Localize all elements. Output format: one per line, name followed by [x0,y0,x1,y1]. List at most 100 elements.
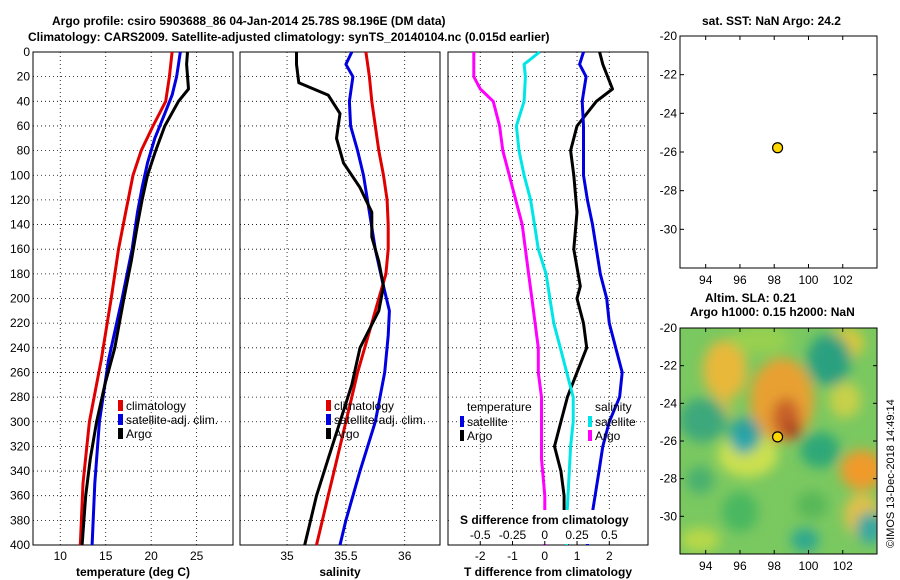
series-line-climatology [78,51,174,546]
y-tick-label: 380 [10,513,30,527]
x2-tick-label: 0.5 [601,528,618,542]
series-line-argo [80,51,190,546]
sla-anomaly-blob [686,466,714,494]
legend-salinity-title: salinity [595,400,632,414]
map-y-tick-label: -24 [660,106,678,120]
y-tick-label: 100 [10,168,30,182]
argo-float-marker [771,142,784,154]
map-x-tick-label: 98 [768,273,782,287]
x-tick-label: 25 [190,549,204,563]
y-tick-label: 40 [17,94,31,108]
sla-anomaly-blob [680,528,720,552]
sla-anomaly-blob [680,398,727,442]
x-tick-label: 35 [280,549,294,563]
map-y-tick-label: -28 [660,472,678,486]
legend-temperature-title: temperature [467,400,532,414]
y-tick-label: 0 [23,45,30,59]
y-tick-label: 300 [10,415,30,429]
y-tick-label: 140 [10,218,30,232]
sla-blobs [680,328,877,552]
map-x-tick-label: 94 [699,273,713,287]
x-tick-label: 20 [145,549,159,563]
map-y-tick-label: -22 [660,68,678,82]
legend-swatch [460,416,464,427]
sla-anomaly-blob [807,334,851,386]
map-x-tick-label: 100 [798,273,818,287]
y-tick-label: 360 [10,489,30,503]
sdiff-xlabel: S difference from climatology [460,513,629,527]
x-tick-label: 2 [606,549,613,563]
sla-anomaly-blob [785,420,801,440]
map-x-tick-label: 100 [798,559,818,573]
sla-anomaly-blob [800,432,840,468]
legend-label: climatology [126,399,186,413]
legend-swatch [326,400,331,411]
y-tick-label: 20 [17,70,31,84]
map-y-tick-label: -22 [660,359,678,373]
map-y-tick-label: -30 [660,509,678,523]
legend-swatch [118,400,123,411]
map-y-tick-label: -26 [660,145,678,159]
sla-anomaly-blob [856,512,877,544]
x-tick-label: 36 [398,549,412,563]
x-tick-label: -2 [475,549,486,563]
map-y-tick-label: -24 [660,396,678,410]
y-tick-label: 220 [10,316,30,330]
legend-label: Argo [595,429,621,443]
map-x-tick-label: 94 [699,559,713,573]
map-x-tick-label: 102 [833,273,853,287]
map-x-tick-label: 96 [733,559,747,573]
legend-label: satellite [595,415,636,429]
map-x-tick-label: 102 [833,559,853,573]
sla-anomaly-blob [791,528,819,552]
map-x-tick-label: 96 [733,273,747,287]
map-y-tick-label: -20 [660,321,678,335]
legend-swatch [118,428,123,439]
sst-map-panel: sat. SST: NaN Argo: 24.2 94 96 98 100 102 -20… [660,14,878,287]
y-tick-label: 400 [10,538,30,552]
legend-swatch [588,416,592,427]
y-tick-label: 280 [10,390,30,404]
sst-map-title: sat. SST: NaN Argo: 24.2 [702,14,841,28]
y-tick-label: 60 [17,119,31,133]
difference-panel: T difference from climatology -2 -1 0 1 2 tem… [447,50,649,579]
x-tick-label: 1 [574,549,581,563]
legend-label: satellite [467,415,508,429]
altimetry-subtitle: Argo h1000: 0.15 h2000: NaN [690,305,855,319]
secondary-axis-backdrop [449,510,647,544]
legend-swatch [588,430,592,441]
map-y-tick-label: -20 [660,29,678,43]
x2-tick-label: -0.5 [470,528,491,542]
legend-label: climatology [334,399,394,413]
y-tick-label: 200 [10,292,30,306]
x-tick-label: 35.5 [334,549,358,563]
series-line-salinity-satellite [514,50,575,545]
temperature-xlabel: temperature (deg C) [76,565,190,579]
legend-swatch [460,430,464,441]
sla-anomaly-blob [730,328,790,354]
legend-label: satellite-adj. clim. [334,413,426,427]
series-line-argo [295,52,385,546]
sla-anomaly-blob [703,340,747,400]
tdiff-xlabel: T difference from climatology [464,565,632,579]
x-tick-label: 15 [99,549,113,563]
legend-label: Argo [467,429,493,443]
salinity-panel: salinity 35 35.5 36 climatologysatellite-ad… [239,51,441,579]
temperature-panel: temperature (deg C) 0 20 40 60 80 100 120 140 16… [10,45,234,579]
map-y-tick-label: -26 [660,434,678,448]
x2-tick-label: 0.25 [565,528,589,542]
x2-tick-label: 0 [541,528,548,542]
series-line-climatology [315,51,390,546]
map-y-tick-label: -30 [660,222,678,236]
sla-anomaly-blob [829,382,861,418]
y-tick-label: 260 [10,365,30,379]
imos-credit: ©IMOS 13-Dec-2018 14:49:14 [885,399,897,548]
x-tick-label: -1 [507,549,518,563]
map-x-tick-label: 98 [768,559,782,573]
legend-label: Argo [334,427,360,441]
y-tick-label: 80 [17,144,31,158]
argo-float-marker [771,431,784,443]
x2-tick-label: -0.25 [499,528,527,542]
legend-swatch [118,414,123,425]
legend-swatch [326,414,331,425]
